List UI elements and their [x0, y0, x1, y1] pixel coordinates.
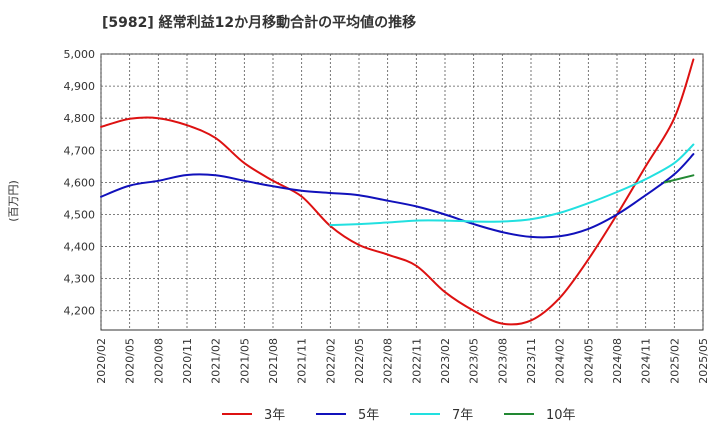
x-tick-label: 2021/02 — [210, 338, 223, 384]
x-tick-label: 2023/11 — [525, 338, 538, 384]
x-tick-label: 2025/05 — [697, 338, 710, 384]
y-tick-label: 4,500 — [64, 208, 96, 221]
x-tick-label: 2020/05 — [124, 338, 137, 384]
legend-label-2: 5年 — [358, 408, 379, 423]
x-tick-label: 2023/02 — [439, 338, 452, 384]
x-tick-label: 2024/11 — [640, 338, 653, 384]
y-tick-label: 4,300 — [64, 273, 96, 286]
y-tick-label: 5,000 — [64, 48, 96, 61]
x-tick-label: 2020/11 — [181, 338, 194, 384]
x-tick-label: 2025/02 — [668, 338, 681, 384]
chart-title: [5982] 経常利益12か月移動合計の平均値の推移 — [102, 14, 416, 31]
y-tick-label: 4,600 — [64, 176, 96, 189]
y-tick-label: 4,800 — [64, 112, 96, 125]
series-line-4 — [663, 174, 695, 184]
x-tick-label: 2021/05 — [238, 338, 251, 384]
series-line-1 — [100, 58, 695, 326]
x-tick-label: 2024/02 — [554, 338, 567, 384]
x-tick-label: 2022/05 — [353, 338, 366, 384]
x-tick-label: 2022/08 — [382, 338, 395, 384]
y-tick-label: 4,200 — [64, 305, 96, 318]
x-tick-label: 2020/08 — [152, 338, 165, 384]
legend-label-4: 10年 — [546, 408, 576, 423]
legend: 3年 5年 7年 10年 — [222, 408, 576, 423]
y-tick-label: 4,700 — [64, 144, 96, 157]
legend-label-3: 7年 — [452, 408, 473, 423]
y-tick-label: 4,900 — [64, 80, 96, 93]
series-line-2 — [100, 153, 695, 239]
y-tick-label: 4,400 — [64, 241, 96, 254]
series-line-3 — [329, 143, 695, 227]
x-tick-label: 2024/05 — [582, 338, 595, 384]
x-axis-ticks: 2020/02 2020/05 2020/08 2020/11 2021/02 2021/… — [95, 338, 710, 384]
y-axis-ticks: 4,200 4,300 4,400 4,500 4,600 4,700 4,800 4,900… — [64, 48, 96, 318]
x-tick-label: 2023/08 — [496, 338, 509, 384]
plot-area — [100, 53, 704, 331]
y-axis-label: (百万円) — [7, 180, 20, 222]
series-lines — [100, 58, 695, 326]
x-tick-label: 2021/11 — [296, 338, 309, 384]
x-tick-label: 2020/02 — [95, 338, 108, 384]
x-tick-label: 2023/05 — [468, 338, 481, 384]
legend-label-1: 3年 — [264, 408, 285, 423]
x-tick-label: 2021/08 — [267, 338, 280, 384]
x-tick-label: 2022/11 — [410, 338, 423, 384]
x-tick-label: 2022/02 — [324, 338, 337, 384]
x-tick-label: 2024/08 — [611, 338, 624, 384]
